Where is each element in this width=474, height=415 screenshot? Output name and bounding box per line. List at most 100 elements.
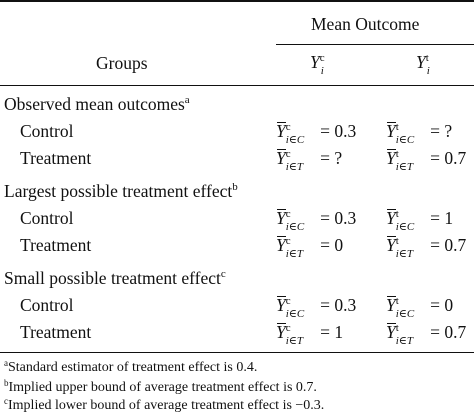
equation-value: = ? bbox=[315, 148, 343, 168]
ybar-symbol: Y bbox=[386, 235, 396, 255]
mean-outcome-rule bbox=[276, 44, 474, 46]
superscript: c bbox=[285, 235, 291, 247]
equation-value: = 0 bbox=[425, 295, 454, 315]
section-title: Small possible treatment effectc bbox=[4, 268, 226, 291]
equation-value: = 0.7 bbox=[425, 235, 467, 255]
sup-sub: t i∈T bbox=[396, 235, 426, 260]
superscript: c bbox=[285, 295, 291, 307]
superscript: t bbox=[395, 208, 399, 220]
col-t-sub: i bbox=[426, 65, 430, 77]
ybar-symbol: Y bbox=[276, 295, 286, 315]
subscript: i∈C bbox=[395, 221, 415, 233]
subscript: i∈C bbox=[285, 134, 305, 146]
sup-sub: c i∈T bbox=[286, 235, 316, 260]
row-label: Control bbox=[20, 295, 74, 315]
superscript: t bbox=[395, 148, 399, 160]
ybar-symbol: Y bbox=[276, 148, 286, 168]
equation-value: = 0.7 bbox=[425, 322, 467, 342]
subscript: i∈T bbox=[395, 161, 414, 173]
footnote-c: cImplied lower bound of average treatmen… bbox=[4, 396, 325, 413]
ybar-symbol: Y bbox=[276, 235, 286, 255]
superscript: c bbox=[285, 208, 291, 220]
subscript: i∈C bbox=[285, 221, 305, 233]
superscript: t bbox=[395, 235, 399, 247]
section-title: Largest possible treatment effectb bbox=[4, 181, 238, 204]
subscript: i∈T bbox=[285, 248, 304, 260]
bottom-rule bbox=[0, 352, 474, 354]
footnote-b: bImplied upper bound of average treatmen… bbox=[4, 378, 317, 395]
section-footnote-mark: b bbox=[232, 181, 238, 193]
col-c-sub: i bbox=[320, 65, 324, 77]
section-title-text: Observed mean outcomes bbox=[4, 94, 185, 114]
col-c-sup: c bbox=[319, 52, 325, 64]
sup-sub: t i∈C bbox=[396, 121, 426, 146]
subscript: i∈T bbox=[285, 161, 304, 173]
superscript: t bbox=[395, 295, 399, 307]
col-t-sup: t bbox=[425, 52, 429, 64]
top-rule bbox=[0, 0, 474, 2]
section-title-text: Small possible treatment effect bbox=[4, 268, 221, 288]
subscript: i∈C bbox=[395, 308, 415, 320]
superscript: t bbox=[395, 121, 399, 133]
sup-sub: t i∈C bbox=[396, 295, 426, 320]
equation-value: = 0.3 bbox=[315, 121, 357, 141]
sup-sub: c i∈T bbox=[286, 148, 316, 173]
subscript: i∈T bbox=[395, 248, 414, 260]
sup-sub: c i∈C bbox=[286, 208, 316, 233]
section-title-text: Largest possible treatment effect bbox=[4, 181, 233, 201]
equation-value: = 0 bbox=[315, 235, 344, 255]
equation-value: = 0.3 bbox=[315, 208, 357, 228]
sup-sub: t i∈T bbox=[396, 322, 426, 347]
subscript: i∈C bbox=[395, 134, 415, 146]
subscript: i∈T bbox=[285, 335, 304, 347]
row-label: Treatment bbox=[20, 235, 92, 255]
sup-sub: c i∈C bbox=[286, 295, 316, 320]
ybar-symbol: Y bbox=[386, 295, 396, 315]
equation-value: = 1 bbox=[425, 208, 454, 228]
subscript: i∈C bbox=[285, 308, 305, 320]
row-label: Treatment bbox=[20, 322, 92, 342]
sup-sub: t i∈T bbox=[396, 148, 426, 173]
sup-sub: c i∈T bbox=[286, 322, 316, 347]
superscript: c bbox=[285, 322, 291, 334]
row-label: Control bbox=[20, 208, 74, 228]
sup-sub: t i∈C bbox=[396, 208, 426, 233]
superscript: c bbox=[285, 121, 291, 133]
col-t-var: Y bbox=[416, 52, 426, 72]
col-c-var: Y bbox=[310, 52, 320, 72]
section-footnote-mark: a bbox=[184, 94, 190, 106]
equation-value: = 1 bbox=[315, 322, 344, 342]
superscript: c bbox=[285, 148, 291, 160]
groups-header: Groups bbox=[96, 53, 148, 73]
equation-value: = ? bbox=[425, 121, 453, 141]
header-rule bbox=[0, 85, 474, 87]
ybar-symbol: Y bbox=[276, 322, 286, 342]
ybar-symbol: Y bbox=[276, 208, 286, 228]
superscript: t bbox=[395, 322, 399, 334]
subscript: i∈T bbox=[395, 335, 414, 347]
footnote-a: aStandard estimator of treatment effect … bbox=[4, 358, 258, 375]
section-footnote-mark: c bbox=[220, 268, 226, 280]
row-label: Treatment bbox=[20, 148, 92, 168]
section-title: Observed mean outcomesa bbox=[4, 94, 190, 117]
ybar-symbol: Y bbox=[386, 208, 396, 228]
equation-value: = 0.3 bbox=[315, 295, 357, 315]
equation-value: = 0.7 bbox=[425, 148, 467, 168]
mean-outcome-header: Mean Outcome bbox=[311, 14, 420, 34]
ybar-symbol: Y bbox=[386, 121, 396, 141]
ybar-symbol: Y bbox=[386, 148, 396, 168]
